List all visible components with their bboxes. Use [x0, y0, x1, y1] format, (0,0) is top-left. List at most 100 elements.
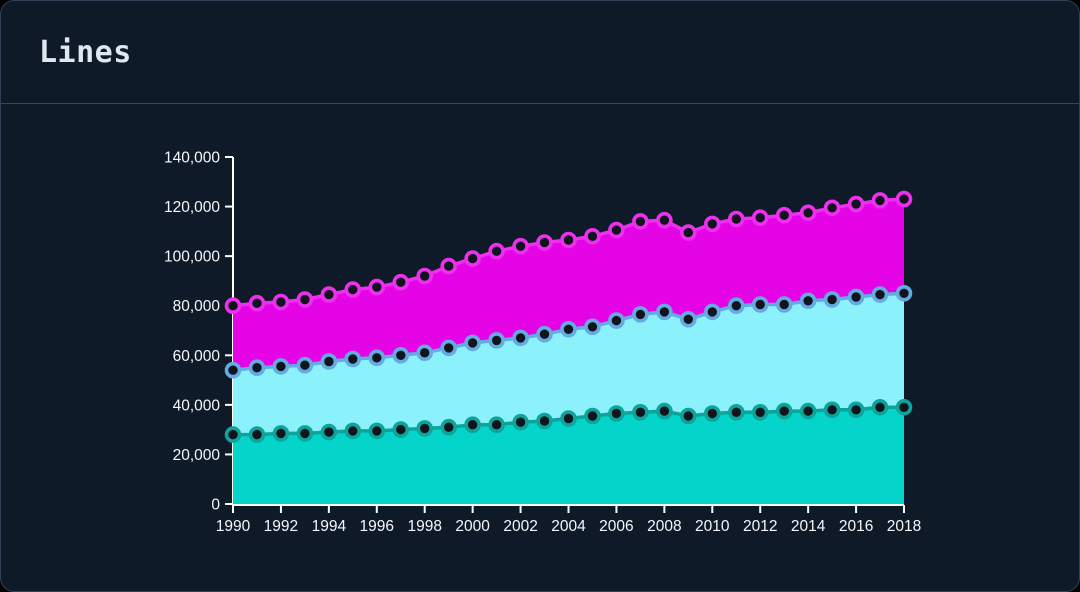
- series-teal-point: [727, 403, 745, 421]
- x-tick-label: 1998: [407, 518, 441, 535]
- series-teal-point: [224, 426, 242, 443]
- series-magenta-point: [392, 273, 410, 291]
- x-tick-label: 1996: [360, 518, 394, 535]
- series-cyan-point: [584, 318, 601, 336]
- series-cyan-point: [560, 320, 577, 338]
- series-magenta-point: [272, 293, 290, 311]
- series-teal-point: [847, 401, 865, 419]
- x-tick-label: 2000: [455, 518, 490, 535]
- series-magenta-point: [895, 190, 913, 208]
- series-cyan-point: [512, 329, 529, 347]
- series-teal-point: [320, 423, 338, 441]
- series-teal-point: [632, 403, 649, 421]
- series-teal-point: [488, 416, 505, 434]
- series-cyan-point: [368, 349, 386, 367]
- y-tick-label: 60,000: [173, 348, 221, 365]
- series-teal-point: [799, 402, 817, 420]
- x-tick-label: 1992: [264, 518, 298, 535]
- series-cyan-point: [488, 332, 505, 349]
- series-cyan-point: [871, 286, 889, 303]
- series-cyan-point: [727, 297, 745, 315]
- y-tick-label: 140,000: [164, 150, 220, 167]
- series-cyan-point: [823, 291, 841, 308]
- series-teal-point: [895, 398, 913, 416]
- series-teal-point: [416, 420, 434, 437]
- series-magenta-point: [536, 234, 553, 251]
- series-cyan-point: [847, 288, 865, 306]
- page-title: Lines: [39, 34, 132, 70]
- y-tick-label: 0: [211, 497, 220, 514]
- series-magenta-point: [512, 237, 529, 255]
- series-magenta-point: [823, 199, 841, 217]
- series-magenta-point: [464, 250, 481, 267]
- series-cyan-point: [440, 339, 458, 357]
- series-cyan-point: [751, 296, 769, 313]
- series-magenta-point: [656, 211, 673, 229]
- series-teal-point: [464, 416, 481, 434]
- series-cyan-point: [272, 358, 290, 375]
- series-magenta-point: [871, 192, 889, 209]
- series-cyan-point: [679, 310, 697, 328]
- series-magenta-point: [440, 257, 458, 275]
- series-cyan-point: [248, 359, 266, 377]
- series-teal-point: [703, 405, 721, 422]
- series-cyan-point: [895, 284, 913, 302]
- series-teal-point: [392, 421, 410, 438]
- series-cyan-point: [703, 303, 721, 321]
- series-teal-point: [248, 426, 266, 443]
- series-magenta-point: [632, 213, 649, 230]
- x-tick-label: 2002: [503, 518, 537, 535]
- series-teal-point: [368, 422, 386, 440]
- series-magenta-point: [344, 281, 362, 298]
- series-cyan-point: [632, 306, 649, 323]
- series-teal-point: [679, 407, 697, 425]
- series-magenta-point: [703, 215, 721, 233]
- series-teal-point: [536, 412, 553, 430]
- series-cyan-point: [775, 296, 793, 313]
- series-teal-point: [751, 403, 769, 421]
- series-magenta-point: [416, 267, 434, 285]
- x-tick-label: 2012: [743, 518, 777, 535]
- series-magenta-point: [847, 195, 865, 213]
- series-teal-point: [512, 413, 529, 431]
- series-teal-point: [296, 425, 314, 442]
- series-teal-point: [560, 410, 577, 427]
- y-tick-label: 80,000: [173, 298, 221, 315]
- x-tick-label: 2004: [551, 518, 586, 535]
- series-cyan-point: [416, 344, 434, 362]
- series-magenta-point: [560, 231, 577, 249]
- series-magenta-point: [775, 206, 793, 224]
- x-tick-label: 2010: [695, 518, 730, 535]
- series-teal-point: [584, 407, 601, 425]
- series-cyan-point: [344, 350, 362, 368]
- series-teal-point: [440, 418, 458, 436]
- series-cyan-point: [536, 325, 553, 343]
- series-magenta-point: [799, 204, 817, 222]
- series-magenta-point: [727, 210, 745, 228]
- series-magenta-point: [320, 286, 338, 303]
- y-tick-label: 40,000: [173, 397, 221, 414]
- series-magenta-point: [751, 209, 769, 226]
- series-cyan-point: [392, 346, 410, 364]
- series-magenta-point: [584, 228, 601, 245]
- series-magenta-point: [296, 291, 314, 308]
- x-tick-label: 2014: [791, 518, 826, 535]
- y-tick-label: 20,000: [173, 447, 221, 464]
- x-tick-label: 2008: [647, 518, 681, 535]
- series-teal-point: [823, 401, 841, 419]
- series-teal-point: [775, 402, 793, 420]
- series-magenta-point: [608, 221, 625, 239]
- series-teal-point: [656, 402, 673, 420]
- series-magenta-point: [248, 294, 266, 312]
- x-tick-label: 2018: [887, 518, 921, 535]
- series-magenta-point: [224, 297, 242, 315]
- x-tick-label: 1990: [216, 518, 251, 535]
- series-cyan-point: [656, 303, 673, 321]
- series-cyan-point: [296, 356, 314, 374]
- series-magenta-point: [679, 224, 697, 241]
- y-tick-label: 100,000: [164, 249, 220, 266]
- series-cyan-point: [464, 334, 481, 352]
- tick-labels: 0 20,000 40,000 60,000 80,000 100,000 120,000 1…: [164, 150, 921, 536]
